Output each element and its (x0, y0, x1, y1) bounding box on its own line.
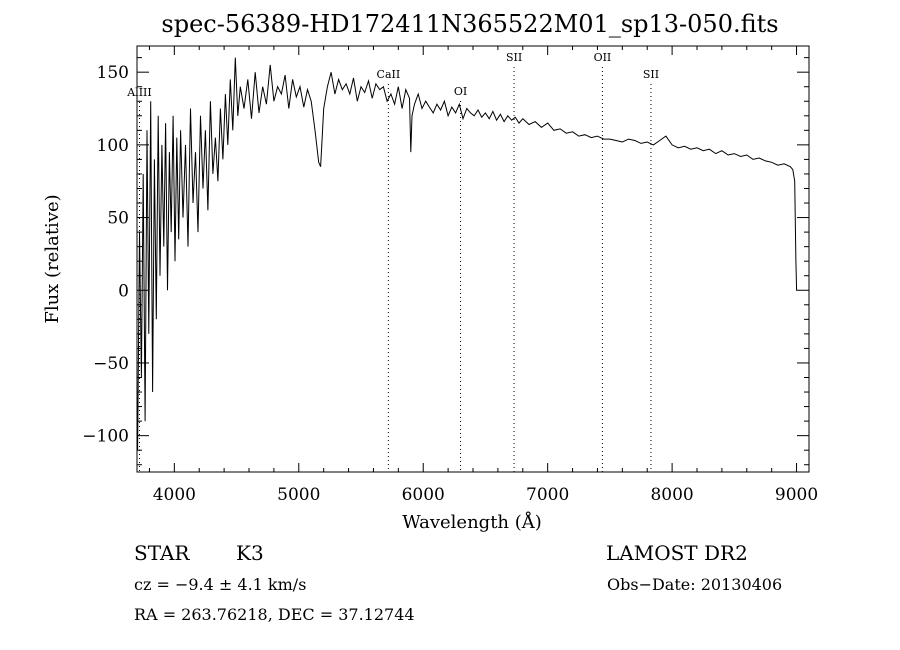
line-marker-label: CaII (377, 68, 401, 81)
chart-title: spec-56389-HD172411N365522M01_sp13-050.f… (161, 10, 778, 38)
y-tick-label: 150 (97, 63, 129, 83)
axis-ticks: 4000 5000 6000 7000 8000 9000 −100 −50 0 50 100 150 (82, 46, 818, 505)
y-axis-label: Flux (relative) (42, 194, 63, 323)
x-tick-label: 7000 (526, 485, 569, 505)
spectrum-line (137, 57, 798, 451)
y-tick-label: 50 (107, 209, 129, 229)
line-markers: AlIII CaII OI SII OII SII (126, 51, 659, 472)
x-tick-label: 9000 (775, 485, 818, 505)
line-marker-label: OII (594, 51, 612, 64)
line-marker-label: SII (506, 51, 522, 64)
redshift-text: cz = −9.4 ± 4.1 km/s (134, 575, 306, 594)
x-axis-label: Wavelength (Å) (402, 511, 542, 533)
survey-name: LAMOST DR2 (606, 541, 748, 565)
x-tick-label: 8000 (650, 485, 693, 505)
line-marker-label: SII (643, 68, 659, 81)
x-tick-label: 6000 (402, 485, 445, 505)
y-tick-label: 100 (97, 136, 129, 156)
x-tick-label: 5000 (277, 485, 320, 505)
y-tick-label: −50 (93, 354, 129, 374)
x-tick-label: 4000 (153, 485, 196, 505)
y-tick-label: 0 (118, 281, 129, 301)
coordinates-text: RA = 263.76218, DEC = 37.12744 (134, 605, 415, 624)
obs-date-text: Obs−Date: 20130406 (607, 575, 782, 594)
line-marker-label: AlIII (126, 86, 152, 99)
object-class: STAR (134, 541, 190, 565)
line-marker-label: OI (454, 85, 467, 98)
spectral-subclass: K3 (236, 541, 264, 565)
y-tick-label: −100 (82, 427, 129, 447)
